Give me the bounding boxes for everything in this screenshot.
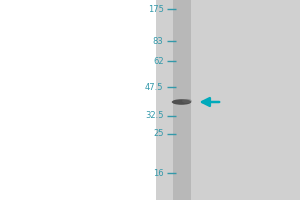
Text: 25: 25 xyxy=(153,130,164,138)
Text: 175: 175 xyxy=(148,4,164,14)
Text: 16: 16 xyxy=(153,168,164,178)
Ellipse shape xyxy=(182,99,192,103)
Ellipse shape xyxy=(172,99,191,105)
Text: 83: 83 xyxy=(153,36,164,46)
Text: 62: 62 xyxy=(153,56,164,66)
Text: 47.5: 47.5 xyxy=(145,83,164,92)
Bar xyxy=(156,0,300,200)
Bar xyxy=(0,0,156,200)
Bar xyxy=(172,0,190,200)
Text: 32.5: 32.5 xyxy=(145,112,164,120)
